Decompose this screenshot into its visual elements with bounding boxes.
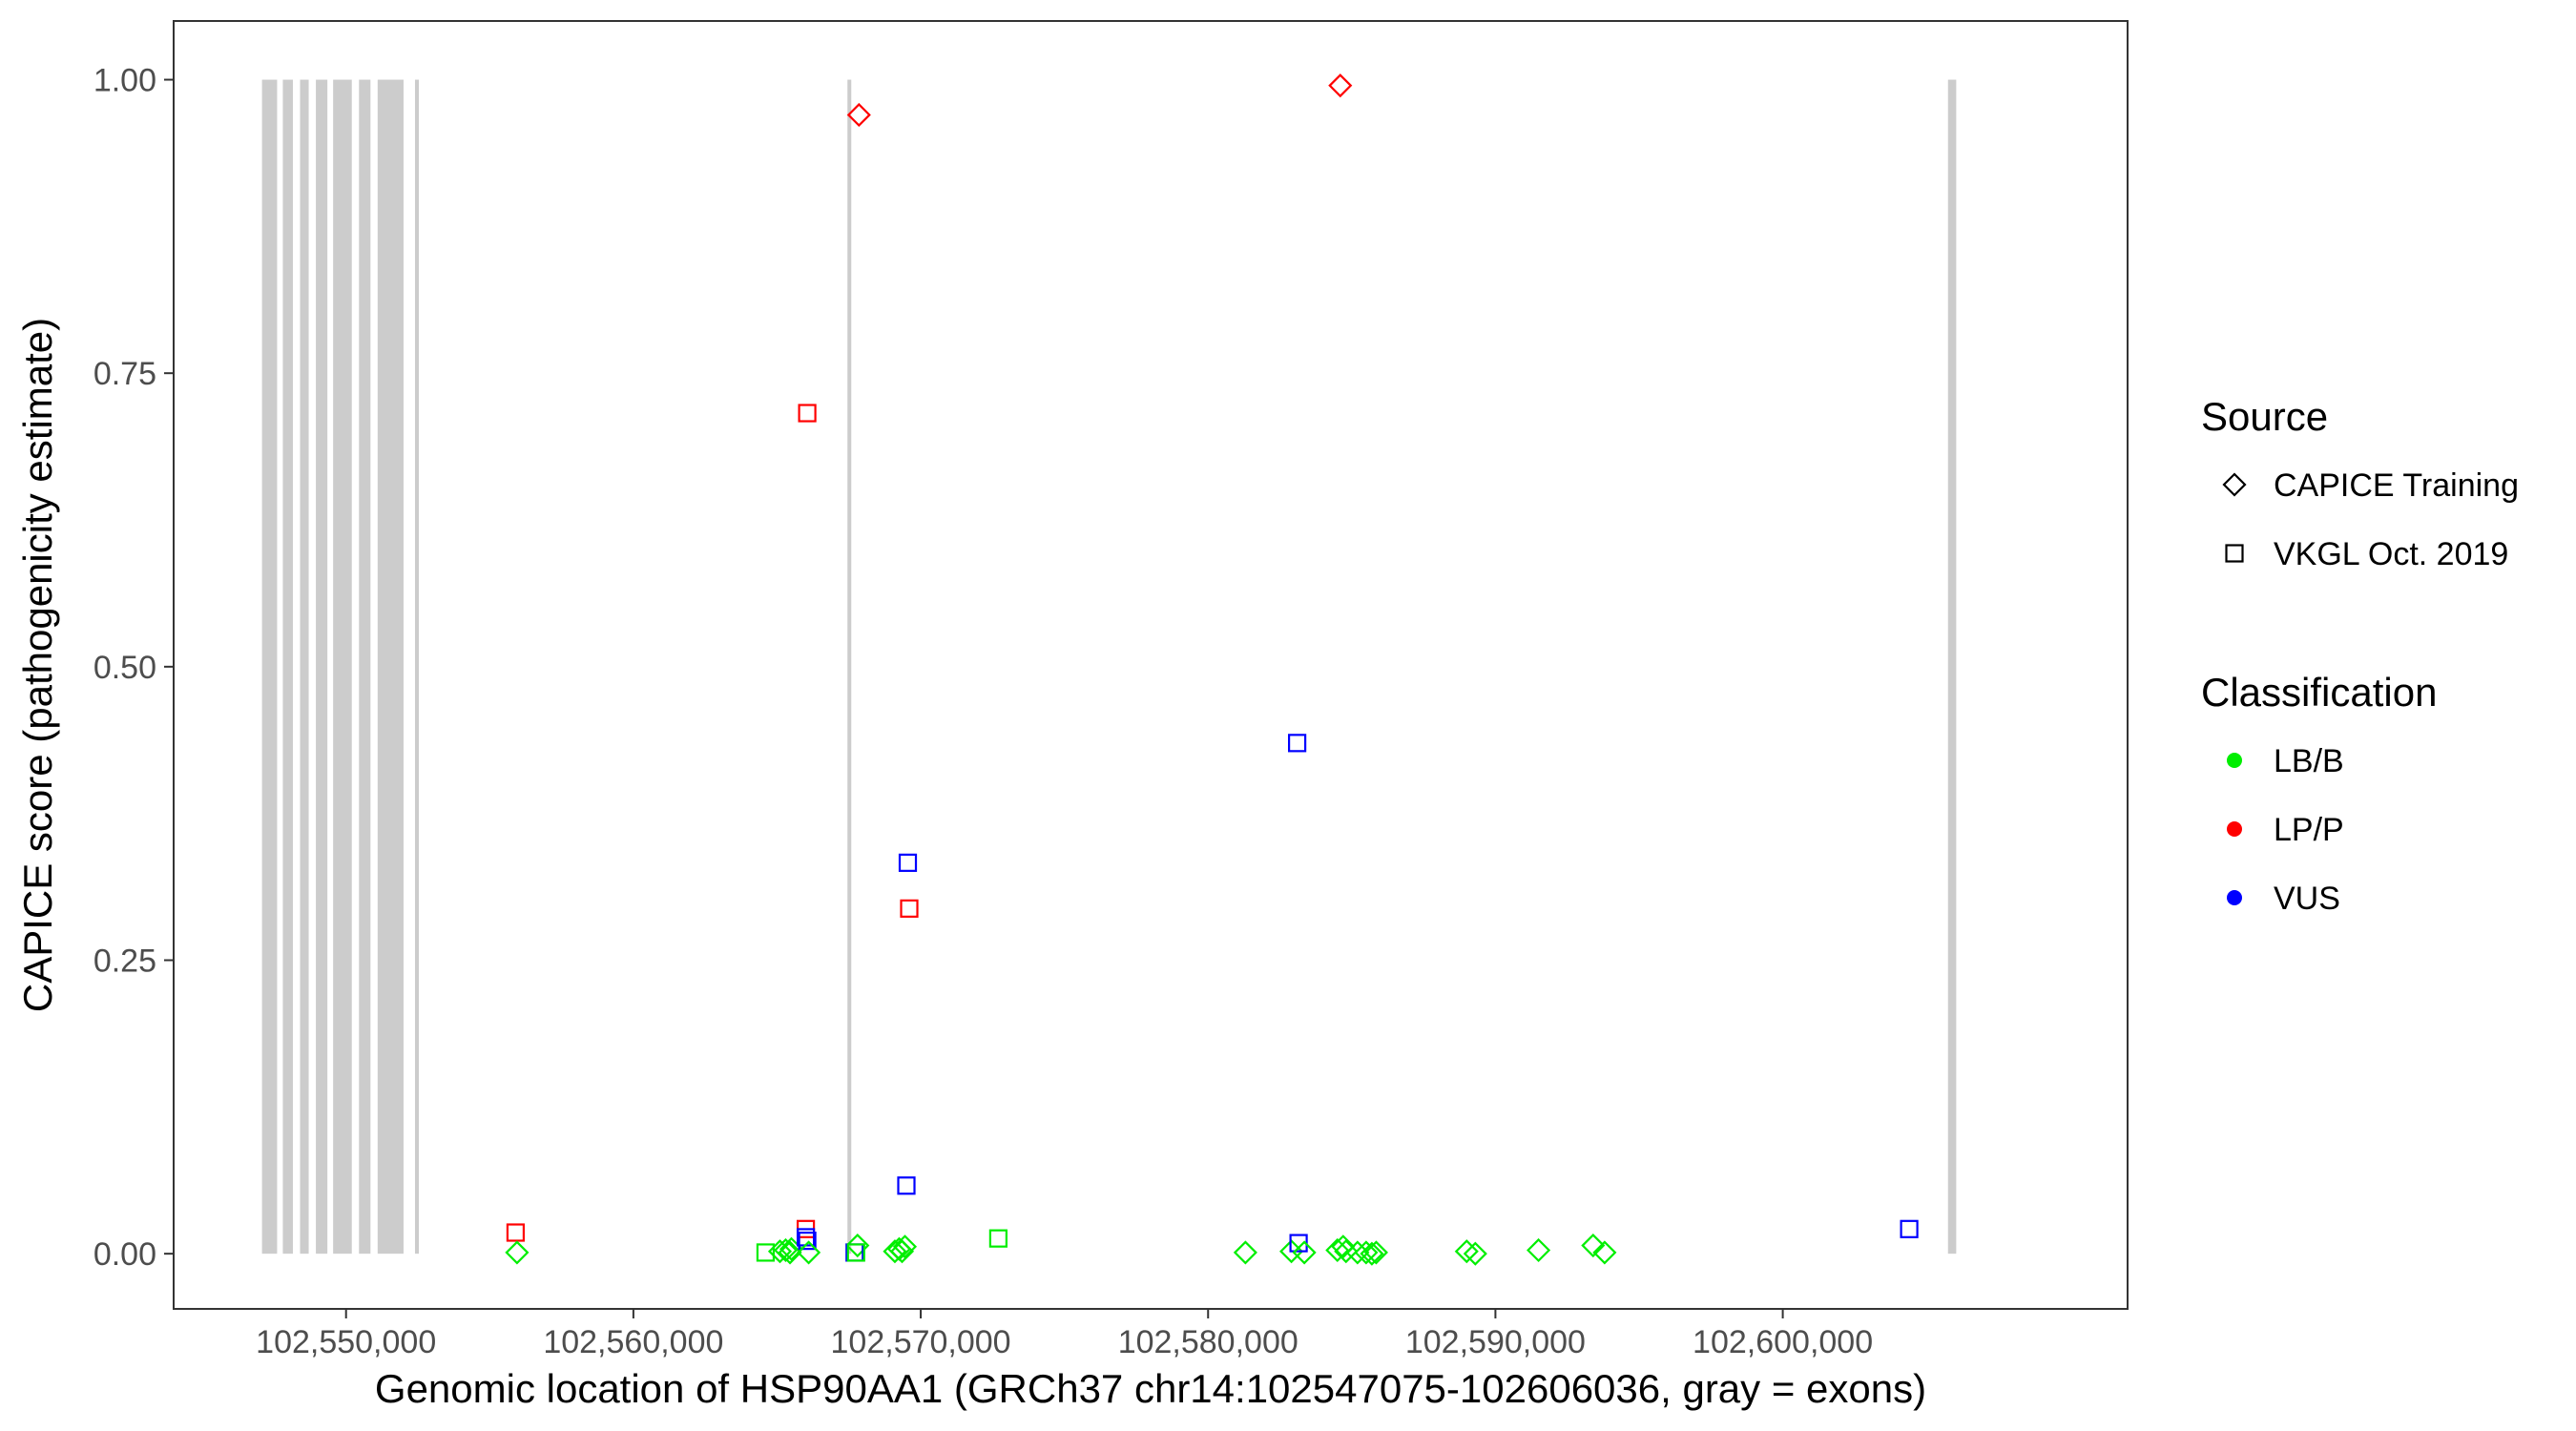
exon-bar-2 (282, 79, 293, 1255)
data-point-diamond (846, 102, 871, 128)
data-point-diamond (1292, 1240, 1317, 1265)
exon-bar-4 (316, 79, 328, 1255)
data-point-diamond (1592, 1240, 1617, 1265)
data-point-diamond (845, 1233, 870, 1258)
exon-bar-1 (261, 79, 278, 1255)
x-tick-label: 102,560,000 (543, 1324, 723, 1360)
y-axis-title: CAPICE score (pathogenicity estimate) (15, 318, 60, 1012)
data-point-diamond (505, 1240, 530, 1265)
x-axis: 102,550,000 102,560,000 102,570,000 102,580… (256, 1309, 1873, 1360)
exon-bar-8 (414, 79, 419, 1255)
y-axis: 0.00 0.25 0.50 0.75 1.00 (93, 63, 174, 1273)
data-point-square (897, 1176, 916, 1195)
legend-source-items: CAPICE Training VKGL Oct. 2019 (2222, 467, 2519, 572)
data-point-diamond (1354, 1240, 1379, 1265)
data-points (505, 73, 1919, 1266)
data-point-diamond (1454, 1239, 1479, 1264)
legend-key-diamond (2222, 472, 2247, 497)
data-point-diamond (773, 1237, 799, 1263)
data-point-diamond (1360, 1241, 1384, 1266)
y-tick-label: 0.25 (93, 944, 156, 980)
data-point-diamond (1581, 1233, 1606, 1258)
legend-classification-title: Classification (2201, 670, 2437, 715)
legend-key-color-dot (2227, 753, 2242, 768)
legend: Source CAPICE Training VKGL Oct. 2019 Cla… (2201, 394, 2519, 917)
data-point-square (1900, 1219, 1919, 1238)
y-tick-label: 1.00 (93, 63, 156, 99)
legend-classification-label: LB/B (2274, 743, 2344, 779)
legend-classification-items: LB/B LP/P VUS (2227, 743, 2344, 917)
data-point-square (756, 1243, 776, 1262)
x-tick-label: 102,550,000 (256, 1324, 436, 1360)
exon-bar-7 (377, 79, 404, 1255)
x-tick-label: 102,600,000 (1693, 1324, 1873, 1360)
data-point-diamond (892, 1234, 918, 1259)
data-point-square (1287, 734, 1307, 753)
data-point-square (506, 1223, 526, 1242)
data-point-diamond (1325, 1237, 1350, 1263)
y-tick-label: 0.00 (93, 1236, 156, 1273)
data-point-diamond (1463, 1241, 1487, 1266)
data-point-square (898, 853, 918, 872)
exon-bar-10 (1947, 79, 1957, 1255)
legend-classification-label: VUS (2274, 881, 2340, 917)
data-point-diamond (1328, 73, 1353, 98)
legend-key-square (2225, 544, 2244, 563)
data-point-diamond (1233, 1240, 1257, 1265)
x-tick-label: 102,570,000 (831, 1324, 1011, 1360)
x-tick-label: 102,590,000 (1405, 1324, 1586, 1360)
x-axis-title: Genomic location of HSP90AA1 (GRCh37 chr… (375, 1366, 1926, 1411)
exon-bar-9 (847, 79, 852, 1255)
data-point-square (900, 899, 919, 918)
data-point-diamond (883, 1239, 907, 1264)
legend-source-label: VKGL Oct. 2019 (2274, 536, 2508, 572)
data-point-square (846, 1243, 865, 1262)
data-point-diamond (1345, 1240, 1370, 1265)
exon-bar-6 (359, 79, 371, 1255)
data-point-diamond (778, 1240, 802, 1265)
data-point-diamond (1363, 1240, 1388, 1265)
y-tick-label: 0.75 (93, 356, 156, 392)
legend-classification-label: LP/P (2274, 812, 2344, 848)
exon-bar-5 (333, 79, 352, 1255)
data-point-square (988, 1229, 1008, 1248)
x-tick-label: 102,580,000 (1118, 1324, 1298, 1360)
exon-bar-3 (300, 79, 309, 1255)
data-point-diamond (767, 1239, 793, 1264)
data-point-diamond (797, 1240, 821, 1265)
plot-panel-border (173, 20, 2129, 1310)
legend-key-color-dot (2227, 890, 2242, 905)
data-point-diamond (1331, 1234, 1356, 1259)
data-point-square (798, 404, 817, 423)
legend-source-label: CAPICE Training (2274, 467, 2519, 504)
data-point-square (798, 1232, 817, 1251)
exon-bars (261, 79, 1957, 1255)
y-tick-label: 0.50 (93, 650, 156, 686)
legend-source-title: Source (2201, 394, 2328, 439)
legend-key-color-dot (2227, 821, 2242, 837)
data-point-diamond (1527, 1237, 1551, 1263)
